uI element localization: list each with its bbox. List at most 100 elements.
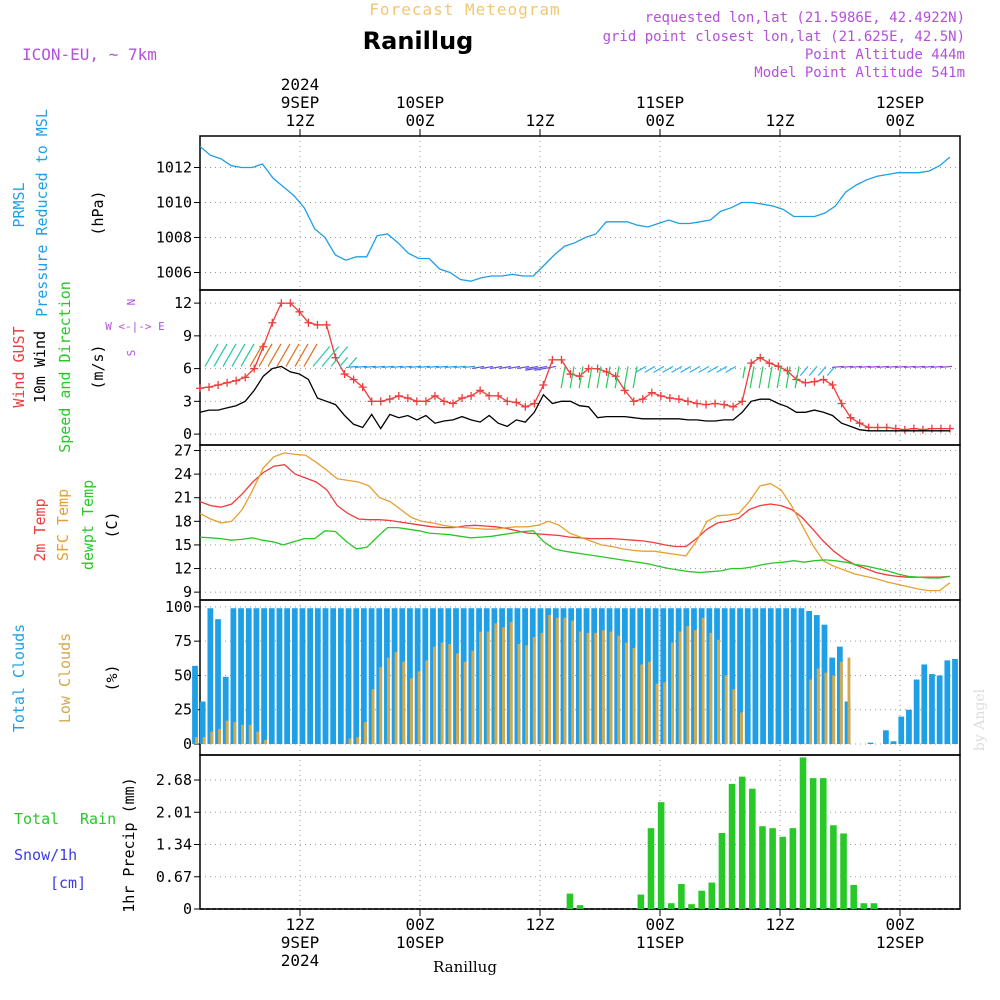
gust-marker	[503, 397, 512, 406]
low-clouds-bar	[824, 672, 828, 745]
total-clouds-bar	[883, 730, 889, 745]
rain-ytick-label: 2.68	[156, 771, 192, 789]
wind-direction-arrow	[817, 366, 827, 376]
wind-direction-arrow	[808, 366, 818, 376]
total-clouds-bar	[361, 608, 367, 745]
total-clouds-bar	[330, 608, 337, 745]
info-line-model-alt: Model Point Altitude 541m	[754, 65, 965, 81]
wind-direction-arrow	[339, 356, 349, 367]
gust-marker	[349, 375, 358, 384]
wind-direction-arrow	[758, 366, 764, 389]
wind-label-10m: 10m Wind	[31, 331, 49, 403]
rain-bar	[850, 884, 857, 909]
total-clouds-bar	[407, 608, 413, 745]
temp-ytick-label: 27	[174, 442, 192, 460]
rain-bar	[759, 826, 766, 909]
wind-direction-arrow	[662, 365, 674, 373]
total-clouds-bar	[207, 608, 214, 745]
gust-marker	[485, 391, 494, 400]
bottom-location: Ranillug	[433, 958, 497, 976]
temp-ytick-label: 12	[174, 560, 192, 578]
low-clouds-bar	[517, 643, 521, 745]
total-clouds-bar	[645, 608, 651, 745]
total-clouds-bar	[890, 741, 897, 745]
low-clouds-bar	[502, 627, 505, 745]
compass-n: N	[125, 299, 138, 306]
total-clouds-bar	[215, 619, 221, 745]
wind-direction-arrow	[826, 366, 836, 376]
low-clouds-bar	[594, 632, 598, 745]
low-clouds-bar	[386, 657, 390, 745]
low-clouds-bar	[632, 648, 636, 745]
gust-marker	[692, 399, 701, 408]
total-clouds-bar	[790, 608, 797, 745]
wind-direction-arrow	[578, 366, 584, 389]
rain-bar	[718, 832, 726, 909]
wind-direction-arrow	[258, 343, 273, 367]
low-clouds-bar	[678, 631, 682, 745]
low-clouds-bar	[647, 661, 651, 745]
bottom-time-label: 2024	[281, 951, 320, 970]
low-clouds-bar	[563, 617, 567, 745]
low-clouds-bar	[609, 631, 613, 745]
low-clouds-bar	[709, 632, 713, 745]
total-clouds-bar	[230, 608, 237, 745]
low-clouds-bar	[486, 631, 490, 745]
low-clouds-bar	[264, 739, 267, 745]
wind-direction-arrow	[742, 366, 746, 379]
wind-ytick-label: 3	[183, 392, 192, 410]
wind-direction-arrow	[725, 365, 737, 373]
gust-marker	[656, 391, 665, 400]
rain-unit: 1hr Precip (mm)	[120, 777, 138, 912]
wind-direction-arrow	[799, 366, 809, 376]
low-clouds-bar	[525, 645, 528, 745]
wind10m-series-line	[199, 365, 950, 432]
gust-marker	[855, 419, 864, 428]
top-time-label: 00Z	[646, 111, 675, 130]
bottom-time-label: 9SEP	[281, 933, 320, 952]
wind-direction-arrow	[444, 365, 458, 369]
rain-label-total: Total	[14, 810, 59, 828]
rain-bar	[657, 802, 665, 909]
gust-marker	[394, 391, 403, 400]
low-clouds-bar	[847, 657, 851, 745]
clouds-ytick-label: 100	[165, 598, 192, 616]
wind-direction-arrow	[204, 343, 219, 367]
low-clouds-bar	[195, 737, 198, 745]
total-clouds-bar	[345, 608, 352, 745]
total-clouds-bar	[921, 664, 928, 745]
wind-direction-arrow	[858, 365, 872, 369]
clouds-ytick-label: 25	[174, 701, 192, 719]
wind-direction-arrow	[276, 343, 291, 367]
gust-marker	[376, 397, 385, 406]
wind-direction-arrow	[921, 365, 935, 369]
gust-marker	[918, 425, 927, 434]
gust-marker	[430, 391, 439, 400]
wind-direction-arrow	[840, 365, 854, 369]
info-line-point-alt: Point Altitude 444m	[805, 47, 965, 63]
wind-direction-arrow	[689, 365, 701, 373]
total-clouds-bar	[268, 608, 275, 745]
wind-direction-arrow	[481, 365, 494, 370]
gust-marker	[530, 399, 539, 408]
total-clouds-bar	[767, 608, 774, 745]
low-clouds-bar	[356, 737, 360, 745]
gust-marker	[665, 394, 674, 403]
wind-direction-arrow	[499, 365, 512, 370]
gust-marker	[313, 320, 322, 329]
total-clouds-bar	[299, 608, 306, 745]
total-clouds-bar	[245, 608, 252, 745]
gust-marker	[548, 355, 557, 364]
wind-direction-arrow	[472, 365, 485, 370]
wind-direction-arrow	[698, 365, 710, 373]
total-clouds-bar	[284, 608, 290, 745]
total-clouds-bar	[752, 608, 759, 745]
gust-marker	[611, 372, 620, 381]
low-clouds-bar	[586, 632, 590, 745]
low-clouds-bar	[740, 712, 743, 745]
wind-direction-arrow	[249, 343, 264, 367]
low-clouds-bar	[456, 653, 459, 745]
total-clouds-bar	[307, 608, 314, 745]
rain-bar	[819, 778, 827, 909]
wind-direction-arrow	[939, 365, 953, 369]
